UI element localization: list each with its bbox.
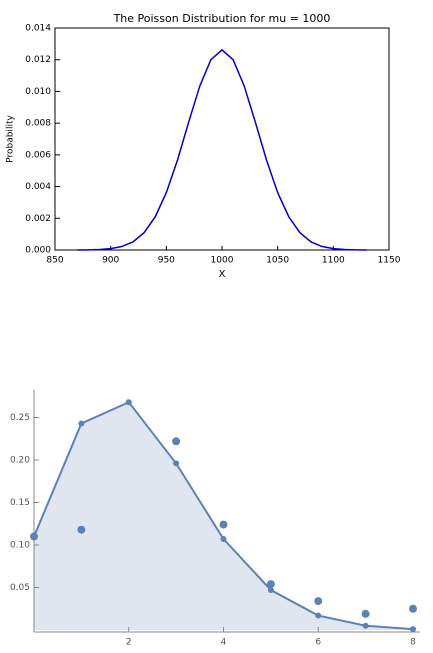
scatter-point: [266, 580, 275, 589]
line-point: [410, 626, 416, 633]
x-tick-label: 1100: [322, 256, 345, 266]
x-tick-label: 6: [315, 638, 321, 648]
x-axis-label: X: [219, 269, 226, 280]
scatter-point: [314, 597, 323, 606]
y-tick-label: 0.008: [25, 119, 51, 129]
y-tick-label: 0.10: [10, 541, 30, 551]
x-tick-label: 2: [126, 638, 132, 648]
chart-title: The Poisson Distribution for mu = 1000: [113, 12, 331, 25]
scatter-point: [361, 609, 370, 618]
x-tick-label: 1150: [378, 256, 401, 266]
y-tick-label: 0.20: [10, 456, 30, 466]
y-axis-label: Probability: [6, 115, 16, 163]
line-point: [125, 399, 132, 406]
line-point: [173, 460, 180, 467]
y-tick-label: 0.15: [10, 498, 30, 508]
x-tick-label: 4: [221, 638, 227, 648]
y-tick-label: 0.014: [25, 24, 51, 34]
line-point: [267, 587, 274, 594]
y-tick-label: 0.002: [25, 214, 51, 224]
y-tick-label: 0.25: [10, 413, 30, 423]
scatter-point: [30, 532, 38, 541]
y-tick-label: 0.000: [25, 246, 51, 256]
x-tick-label: 8: [410, 638, 416, 648]
line-point: [220, 536, 227, 543]
y-tick-label: 0.05: [10, 583, 30, 593]
line-point: [362, 622, 369, 629]
line-point: [315, 612, 322, 619]
scatter-point: [172, 437, 181, 446]
line-point: [78, 420, 85, 427]
scatter-point: [409, 604, 417, 613]
x-tick-label: 900: [102, 256, 119, 266]
x-tick-label: 1050: [266, 256, 289, 266]
area-fill: [34, 402, 413, 630]
scatter-point: [219, 520, 228, 529]
x-tick-label: 1000: [211, 256, 234, 266]
y-tick-label: 0.004: [25, 182, 51, 192]
x-tick-label: 850: [46, 256, 63, 266]
plot-frame: [54, 27, 390, 251]
y-tick-label: 0.006: [25, 150, 51, 160]
y-tick-label: 0.012: [25, 55, 51, 65]
curve: [77, 48, 367, 251]
y-tick-label: 0.010: [25, 87, 51, 97]
x-tick-label: 950: [158, 256, 175, 266]
scatter-point: [77, 525, 86, 534]
